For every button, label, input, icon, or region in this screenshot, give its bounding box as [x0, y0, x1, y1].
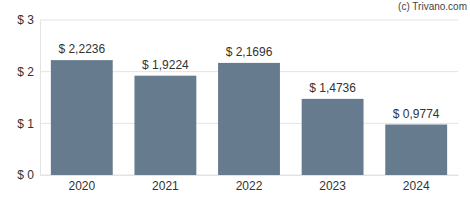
data-label: $ 2,2236	[58, 42, 105, 56]
bar	[218, 63, 280, 175]
x-axis: 2020 2021 2022 2023 2024	[41, 175, 459, 193]
bar	[385, 125, 447, 175]
x-tick: 2021	[152, 175, 179, 193]
x-tick-label: 2020	[68, 179, 95, 193]
x-tick: 2023	[319, 175, 346, 193]
grid	[40, 20, 458, 175]
bar	[134, 76, 196, 175]
x-axis-line	[41, 175, 459, 176]
x-tick: 2022	[236, 175, 263, 193]
y-tick-label: $ 3	[17, 13, 34, 27]
y-axis-line	[40, 21, 41, 176]
y-tick: $ 0	[17, 168, 40, 182]
x-tick-label: 2022	[236, 179, 263, 193]
y-axis: $ 0 $ 1 $ 2 $ 3	[17, 13, 40, 182]
x-tick: 2024	[403, 175, 430, 193]
data-label: $ 0,9774	[393, 107, 440, 121]
annotation: (c) Trivano.com	[398, 1, 467, 12]
y-tick-label: $ 1	[17, 117, 34, 131]
bars	[51, 60, 447, 175]
x-tick-label: 2021	[152, 179, 179, 193]
y-tick-label: $ 2	[17, 65, 34, 79]
data-label: $ 1,4736	[309, 81, 356, 95]
bar	[51, 60, 113, 175]
bar	[302, 99, 364, 175]
y-tick: $ 1	[17, 117, 40, 131]
data-labels: $ 2,2236 $ 1,9224 $ 2,1696 $ 1,4736 $ 0,9774	[58, 42, 439, 120]
x-tick-label: 2023	[319, 179, 346, 193]
grid-line	[40, 20, 458, 21]
x-tick-label: 2024	[403, 179, 430, 193]
x-tick: 2020	[68, 175, 95, 193]
y-tick: $ 3	[17, 13, 40, 27]
chart: $ 0 $ 1 $ 2 $ 3 2020 2021 2022 2023 2024 $ 2,2236…	[0, 0, 470, 200]
data-label: $ 1,9224	[142, 58, 189, 72]
data-label: $ 2,1696	[226, 45, 273, 59]
y-tick-label: $ 0	[17, 168, 34, 182]
y-tick: $ 2	[17, 65, 40, 79]
